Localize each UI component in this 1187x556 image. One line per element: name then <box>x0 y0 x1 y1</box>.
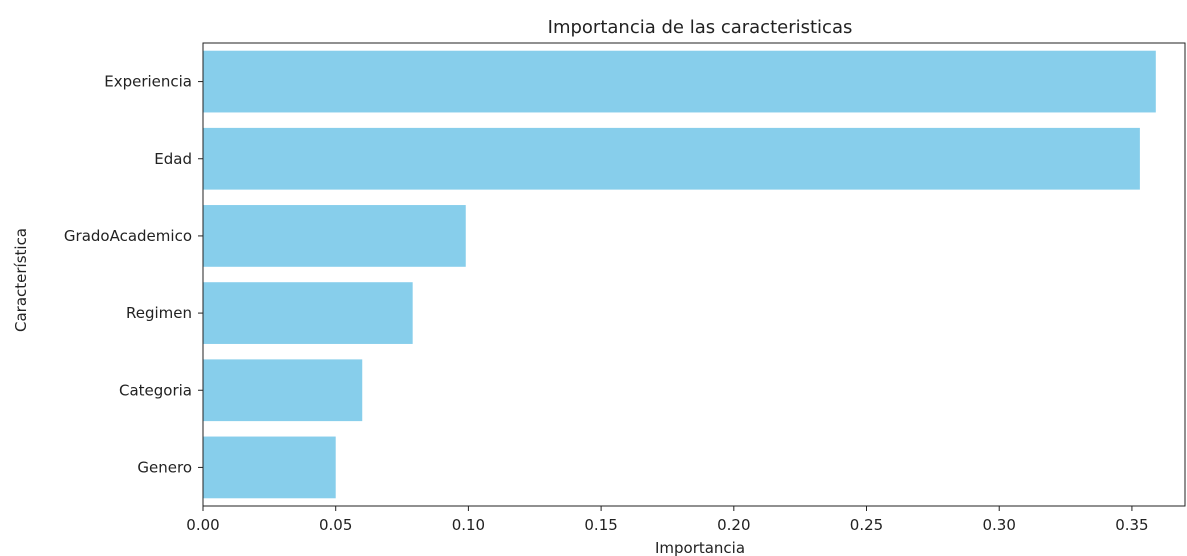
x-tick-label: 0.15 <box>584 516 617 534</box>
x-tick-label: 0.05 <box>319 516 352 534</box>
y-tick-label: GradoAcademico <box>64 227 192 245</box>
bar-regimen <box>203 282 413 344</box>
x-axis: 0.00 0.05 0.10 0.15 0.20 0.25 0.30 0.35 <box>186 506 1149 534</box>
bar-experiencia <box>203 50 1156 113</box>
y-tick-label: Edad <box>154 150 192 168</box>
x-tick-label: 0.35 <box>1115 516 1148 534</box>
x-axis-title: Importancia <box>655 539 745 556</box>
x-tick-label: 0.30 <box>983 516 1016 534</box>
y-tick-label: Regimen <box>126 304 192 322</box>
y-tick-label: Experiencia <box>104 73 192 91</box>
y-tick-label: Genero <box>137 458 192 476</box>
bar-genero <box>203 436 336 499</box>
bars-group <box>203 50 1156 499</box>
y-axis-title: Característica <box>12 228 30 332</box>
x-tick-label: 0.10 <box>452 516 485 534</box>
bar-categoria <box>203 359 363 422</box>
plot-area-frame <box>202 42 1186 507</box>
y-tick-label: Categoria <box>119 381 192 399</box>
bar-gradoacademico <box>203 205 466 267</box>
x-tick-label: 0.25 <box>850 516 883 534</box>
x-tick-label: 0.00 <box>186 516 219 534</box>
x-tick-label: 0.20 <box>717 516 750 534</box>
bar-edad <box>203 127 1140 190</box>
y-tick-labels: Experiencia Edad GradoAcademico Regimen Cate… <box>64 73 203 476</box>
chart-title: Importancia de las caracteristicas <box>548 17 853 38</box>
